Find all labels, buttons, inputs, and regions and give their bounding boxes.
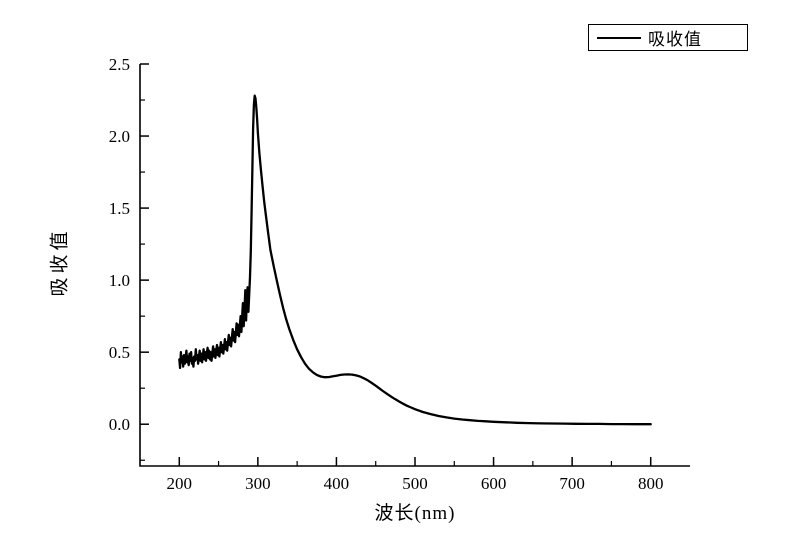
legend: 吸收值 [588, 24, 748, 51]
x-tick-label: 300 [245, 474, 271, 493]
x-axis-title: 波长(nm) [374, 503, 456, 524]
legend-label: 吸收值 [648, 30, 702, 49]
x-tick-label: 400 [324, 474, 350, 493]
y-tick-label: 2.5 [109, 55, 130, 74]
series-line [178, 94, 652, 426]
axis-lines [139, 64, 690, 467]
x-tick-label: 200 [167, 474, 193, 493]
y-tick-label: 0.0 [109, 415, 130, 434]
y-axis-title: 吸收值 [49, 227, 71, 297]
y-tick-label: 1.5 [109, 199, 130, 218]
y-tick-label: 2.0 [109, 127, 130, 146]
legend-line-sample [597, 36, 641, 39]
y-tick-label: 1.0 [109, 271, 130, 290]
x-tick-label: 700 [559, 474, 585, 493]
y-tick-label: 0.5 [109, 343, 130, 362]
x-tick-label: 500 [402, 474, 428, 493]
x-tick-label: 800 [638, 474, 664, 493]
x-tick-label: 600 [481, 474, 507, 493]
